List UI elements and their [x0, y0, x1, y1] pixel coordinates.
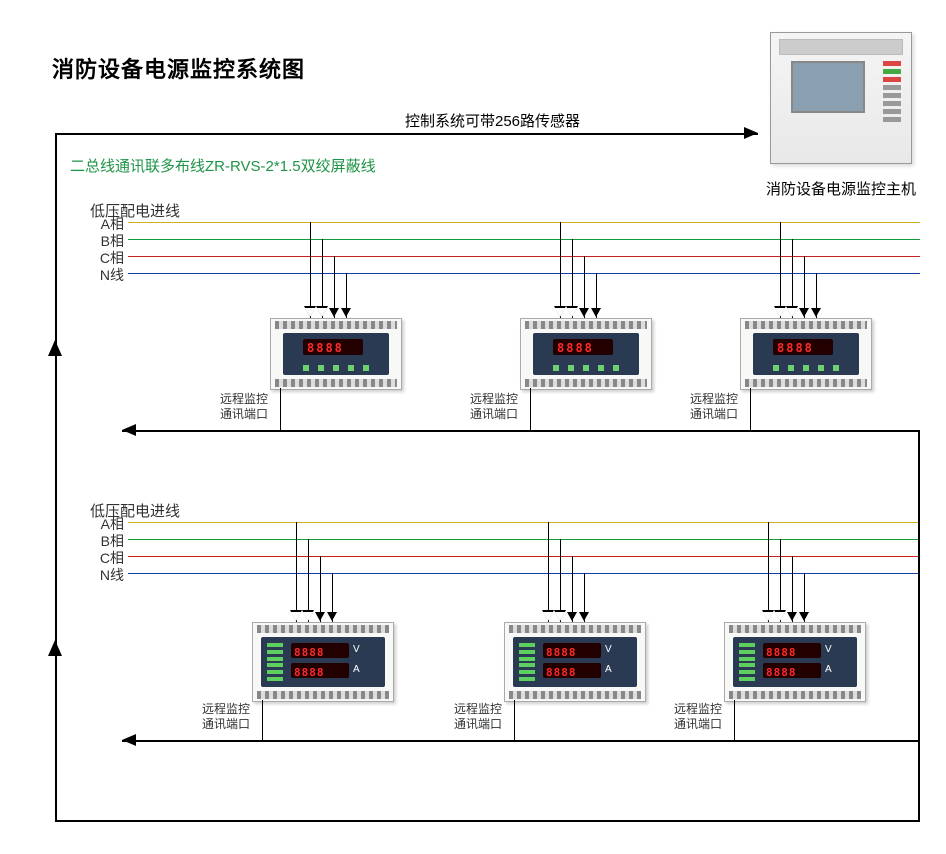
- row1-s1-arrow-3: [329, 308, 339, 317]
- monitor-host: [770, 32, 912, 164]
- row1-phase-a: [128, 222, 920, 223]
- bus-arrow-up-1: [48, 340, 62, 356]
- row2-s3-comm: [734, 700, 735, 741]
- row1-sensor-1: [270, 318, 402, 390]
- row2-phase-b: [128, 539, 920, 540]
- row2-s2-port2: 通讯端口: [454, 715, 502, 732]
- row1-s2-arrow-4: [591, 308, 601, 317]
- row2-s1-tap-b: [308, 539, 309, 622]
- bus-top: [55, 133, 758, 135]
- row2-s1-arrow-1: [291, 612, 301, 621]
- row1-phase-n: [128, 273, 920, 274]
- row2-sensor-3: V A: [724, 622, 866, 702]
- row1-s2-port2: 通讯端口: [470, 405, 518, 422]
- row1-s3-tap-b: [792, 239, 793, 318]
- row1-phase-c: [128, 256, 920, 257]
- row1-s3-arrow-4: [811, 308, 821, 317]
- row2-s3-arrow-3: [787, 612, 797, 621]
- row2-s1-tap-a: [296, 522, 297, 622]
- row1-s1-comm: [280, 388, 281, 431]
- bus-bottom: [55, 820, 920, 822]
- row2-bus-return-h: [122, 740, 920, 742]
- row2-s2-comm: [514, 700, 515, 741]
- row1-bus-arrow-left: [122, 424, 136, 436]
- row2-s2-arrow-3: [567, 612, 577, 621]
- row2-s3-tap-b: [780, 539, 781, 622]
- row2-bus-arrow-left: [122, 734, 136, 746]
- row2-phase-a: [128, 522, 920, 523]
- row1-bus-return-h: [122, 430, 920, 432]
- row2-s1-arrow-2: [303, 612, 313, 621]
- row1-s3-arrow-3: [799, 308, 809, 317]
- row1-s3-tap-a: [780, 222, 781, 318]
- row1-s2-tap-a: [560, 222, 561, 318]
- row2-sensor-1: V A: [252, 622, 394, 702]
- row1-s3-arrow-2: [787, 308, 797, 317]
- row2-s3-port2: 通讯端口: [674, 715, 722, 732]
- row1-s1-tap-b: [322, 239, 323, 318]
- row1-s3-arrow-1: [775, 308, 785, 317]
- row2-s3-arrow-1: [763, 612, 773, 621]
- row2-s2-tap-a: [548, 522, 549, 622]
- row2-s2-arrow-2: [555, 612, 565, 621]
- row2-s1-arrow-3: [315, 612, 325, 621]
- row2-phase-c: [128, 556, 920, 557]
- row1-s1-port2: 通讯端口: [220, 405, 268, 422]
- row2-phase-n: [128, 573, 920, 574]
- row1-s2-tap-b: [572, 239, 573, 318]
- bus-arrow-to-host: [744, 127, 758, 139]
- row1-s2-arrow-1: [555, 308, 565, 317]
- row1-s3-port2: 通讯端口: [690, 405, 738, 422]
- row1-s1-arrow-1: [305, 308, 315, 317]
- row1-s3-comm: [750, 388, 751, 431]
- row1-sensor-3: [740, 318, 872, 390]
- page-title: 消防设备电源监控系统图: [52, 52, 305, 84]
- row1-phase-b: [128, 239, 920, 240]
- bus-left-vert: [55, 133, 57, 820]
- row2-s3-arrow-4: [799, 612, 809, 621]
- row2-sensor-2: V A: [504, 622, 646, 702]
- row1-sensor-2: [520, 318, 652, 390]
- row1-s2-arrow-2: [567, 308, 577, 317]
- row2-s2-arrow-4: [579, 612, 589, 621]
- row1-s1-arrow-2: [317, 308, 327, 317]
- row2-s2-tap-b: [560, 539, 561, 622]
- row2-s2-arrow-1: [543, 612, 553, 621]
- row2-bus-return-v-right: [918, 430, 920, 742]
- host-caption: 消防设备电源监控主机: [766, 178, 916, 199]
- row2-s3-arrow-2: [775, 612, 785, 621]
- row2-s3-tap-a: [768, 522, 769, 622]
- row1-s1-arrow-4: [341, 308, 351, 317]
- row1-s1-tap-a: [310, 222, 311, 318]
- row2-s1-port2: 通讯端口: [202, 715, 250, 732]
- bus-note: 控制系统可带256路传感器: [405, 110, 580, 131]
- cable-note: 二总线通讯联多布线ZR-RVS-2*1.5双绞屏蔽线: [70, 155, 376, 176]
- row2-phase-n-lbl: N线: [64, 565, 124, 585]
- bus-arrow-up-2: [48, 640, 62, 656]
- row2-s1-comm: [262, 700, 263, 741]
- row1-phase-n-lbl: N线: [64, 265, 124, 285]
- row1-s2-comm: [530, 388, 531, 431]
- row1-s2-arrow-3: [579, 308, 589, 317]
- row2-s1-arrow-4: [327, 612, 337, 621]
